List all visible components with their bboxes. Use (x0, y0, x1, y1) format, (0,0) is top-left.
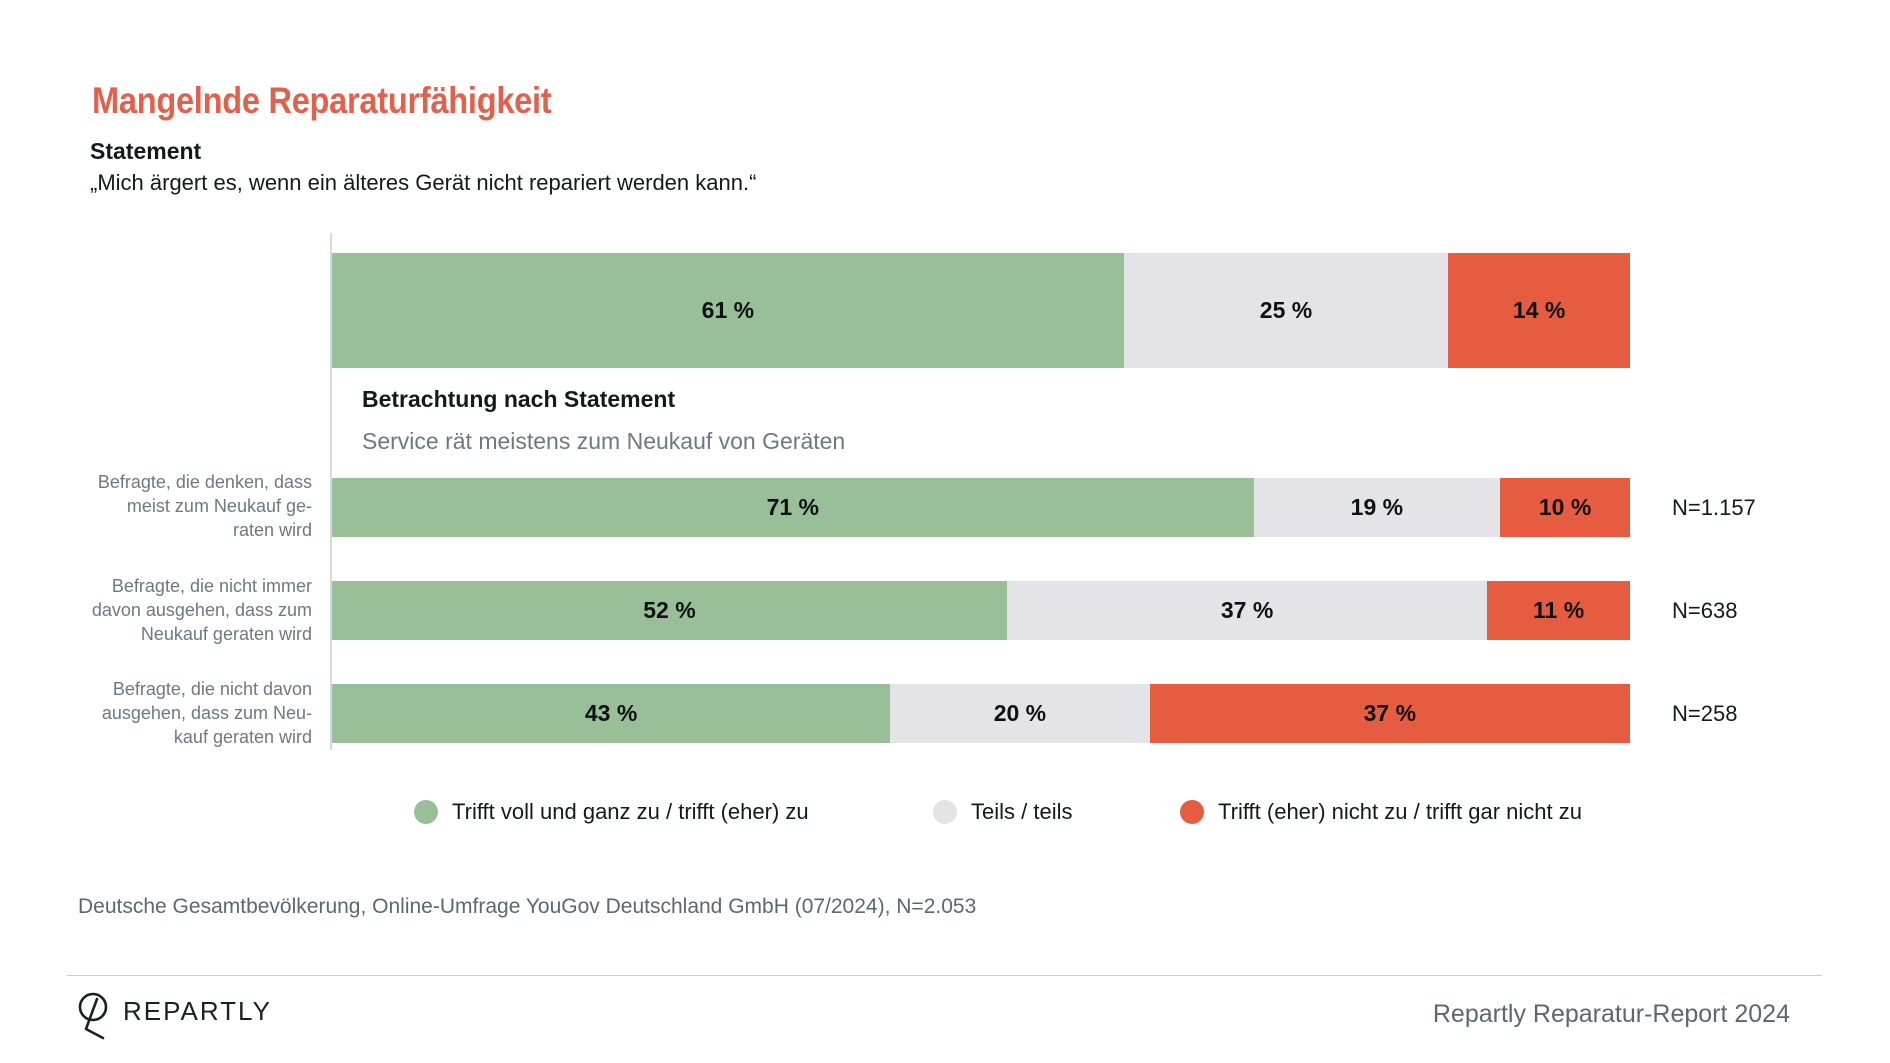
bar-segment: 25 % (1123, 253, 1449, 368)
row-label: Befragte, die nicht immer davon ausgehen… (91, 576, 312, 644)
legend-label: Trifft voll und ganz zu / trifft (eher) … (452, 799, 809, 824)
legend-item-agree: Trifft voll und ganz zu / trifft (eher) … (414, 798, 809, 826)
row-n-label: N=258 (1672, 701, 1738, 726)
bar-segment: 20 % (890, 684, 1150, 743)
bar-segment-value: 61 % (701, 297, 755, 323)
legend-dot-agree (414, 800, 438, 824)
statement-label: Statement (90, 138, 202, 164)
repartly-logo-icon (78, 992, 108, 1040)
legend-label: Teils / teils (971, 799, 1073, 824)
bar-segment: 37 % (1149, 684, 1630, 743)
bar-segment: 52 % (332, 581, 1007, 640)
source-note: Deutsche Gesamtbevölkerung, Online-Umfra… (78, 895, 977, 918)
legend-item-disagree: Trifft (eher) nicht zu / trifft gar nich… (1180, 798, 1582, 826)
row-n-label: N=638 (1672, 598, 1738, 623)
bar-segment: 14 % (1448, 253, 1630, 368)
row-label: Befragte, die denken, dass meist zum Neu… (97, 472, 312, 540)
breakdown-heading: Betrachtung nach Statement (362, 386, 676, 412)
bar-segment-value: 10 % (1538, 494, 1592, 520)
row-stacked-bar: 71 % 19 % 10 % (332, 478, 1630, 537)
footer-divider (67, 975, 1822, 976)
row-n-label: N=1.157 (1672, 495, 1756, 520)
bar-segment: 11 % (1487, 581, 1630, 640)
bar-segment-value: 20 % (993, 700, 1047, 726)
page-title: Mangelnde Reparaturfähigkeit (92, 80, 552, 121)
overview-stacked-bar: 61 % 25 % 14 % (332, 253, 1630, 368)
statement-quote: „Mich ärgert es, wenn ein älteres Gerät … (90, 170, 757, 195)
breakdown-subheading: Service rät meistens zum Neukauf von Ger… (362, 428, 846, 454)
legend-item-neutral: Teils / teils (933, 798, 1072, 826)
bar-segment-value: 37 % (1363, 700, 1417, 726)
chart-axis-line (330, 233, 332, 750)
bar-segment-value: 19 % (1350, 494, 1404, 520)
row-stacked-bar: 52 % 37 % 11 % (332, 581, 1630, 640)
bar-segment-value: 37 % (1220, 597, 1274, 623)
legend-dot-disagree (1180, 800, 1204, 824)
bar-segment-value: 71 % (766, 494, 819, 520)
bar-segment-value: 43 % (584, 700, 638, 726)
bar-segment: 37 % (1006, 581, 1488, 640)
bar-segment-value: 11 % (1533, 597, 1585, 623)
bar-segment-value: 25 % (1259, 297, 1313, 323)
legend-label: Trifft (eher) nicht zu / trifft gar nich… (1218, 799, 1582, 824)
row-label: Befragte, die nicht davon ausgehen, dass… (101, 679, 312, 747)
bar-segment: 43 % (332, 684, 891, 743)
bar-segment-value: 52 % (643, 597, 696, 623)
bar-segment: 61 % (332, 253, 1124, 368)
bar-segment-value: 14 % (1512, 297, 1566, 323)
footer-report-title: Repartly Reparatur-Report 2024 (1432, 1000, 1790, 1028)
bar-segment: 71 % (332, 478, 1254, 537)
footer-brand-name: REPARTLY (123, 996, 272, 1026)
bar-segment: 10 % (1500, 478, 1630, 537)
legend-dot-neutral (933, 800, 957, 824)
row-stacked-bar: 43 % 20 % 37 % (332, 684, 1630, 743)
bar-segment: 19 % (1253, 478, 1501, 537)
